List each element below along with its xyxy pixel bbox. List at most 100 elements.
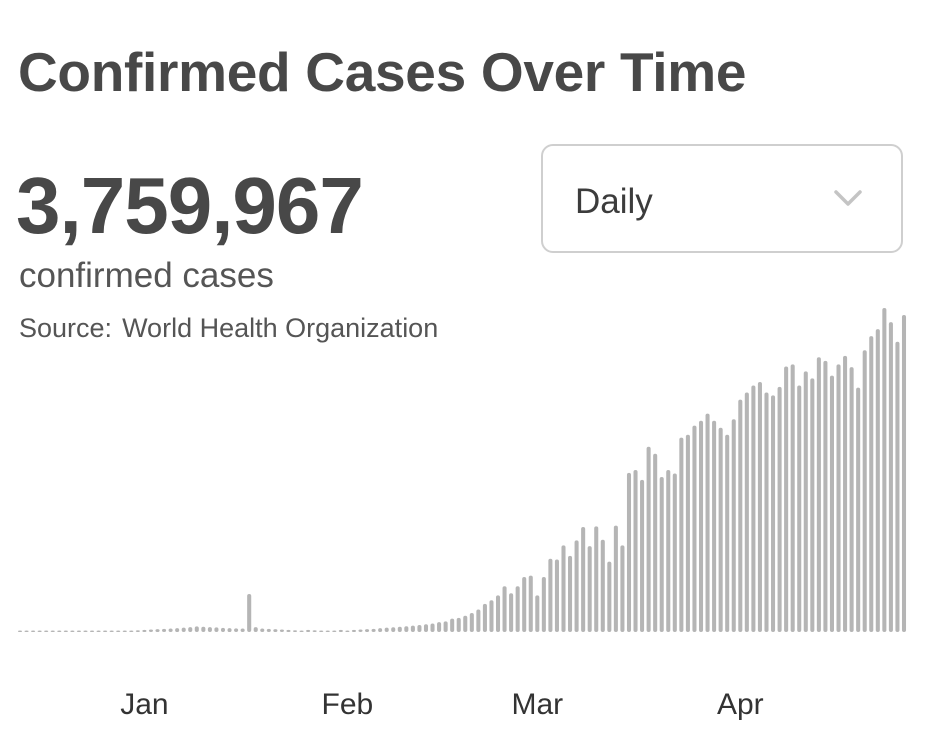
chart-bar [502, 586, 507, 632]
chart-bar [253, 627, 258, 632]
chart-bar [712, 420, 717, 632]
chart-bar [358, 629, 363, 632]
chart-bar [306, 629, 311, 632]
chart-bar [692, 425, 697, 632]
chart-bar [640, 479, 645, 632]
chart-bar [201, 626, 206, 632]
chart-bar [227, 628, 232, 632]
chart-bar [751, 385, 756, 632]
chart-bar [450, 618, 455, 632]
chart-bar [626, 472, 632, 632]
chart-bar [410, 625, 415, 632]
chart-bar [901, 315, 907, 632]
chart-bar [391, 627, 396, 632]
chart-bar [698, 420, 704, 632]
chart-bar [430, 623, 435, 632]
interval-dropdown-value: Daily [575, 182, 653, 221]
chart-bar [312, 630, 317, 632]
chart-bar [142, 629, 147, 632]
chart-bar [705, 413, 710, 632]
chart-bar [286, 629, 291, 632]
chart-bar [816, 357, 821, 632]
chart-bar [725, 434, 730, 632]
source-line: Source: World Health Organization [19, 313, 438, 344]
chart-bar [888, 322, 893, 632]
chart-bar [443, 621, 448, 632]
chart-bar [744, 392, 749, 632]
chart-bar [679, 437, 684, 632]
chart-bar [823, 360, 828, 632]
chart-bar [600, 539, 605, 632]
chart-bar [423, 624, 429, 632]
chart-bar [620, 545, 625, 632]
interval-dropdown[interactable]: Daily [541, 144, 903, 253]
chart-bar [162, 628, 167, 632]
chart-bar [777, 386, 782, 632]
chart-bar [122, 630, 127, 632]
chart-bar [895, 341, 900, 632]
chart-bar [653, 453, 658, 632]
chart-bar [319, 630, 324, 632]
chart-bar [469, 612, 474, 632]
chart-bar [365, 629, 370, 632]
chart-bar [384, 627, 389, 632]
chart-bar [581, 527, 586, 632]
chart-bar [541, 577, 546, 632]
chart-bar [731, 419, 736, 632]
chevron-down-icon [834, 190, 862, 206]
chart-bar [463, 615, 468, 632]
chart-bar [135, 630, 140, 632]
chart-bar [862, 350, 867, 632]
chart-bar [273, 629, 278, 632]
chart-bar [371, 628, 376, 632]
chart-bar [574, 540, 579, 632]
chart-bar [476, 609, 481, 632]
chart-bar [57, 630, 62, 632]
page-title: Confirmed Cases Over Time [18, 41, 747, 103]
chart-bar [129, 630, 134, 632]
chart-bar [168, 628, 173, 632]
chart-bar [279, 629, 284, 632]
chart-bar [260, 628, 265, 632]
x-tick-label: Jan [120, 688, 168, 721]
chart-bar [109, 630, 114, 632]
chart-bar [103, 630, 108, 632]
chart-bar [784, 366, 789, 632]
chart-bar [587, 546, 592, 632]
chart-bar [764, 392, 769, 632]
daily-cases-chart: Jan Feb Mar Apr [17, 308, 907, 721]
chart-bar [594, 526, 599, 632]
chart-bar [633, 470, 638, 632]
chart-bar [522, 577, 527, 632]
x-tick-label: Feb [322, 688, 374, 721]
chart-bar [810, 378, 815, 632]
chart-bar [351, 629, 356, 632]
chart-bar [240, 628, 245, 632]
chart-bar [803, 371, 808, 632]
chart-bar [44, 630, 49, 632]
total-cases-label: confirmed cases [19, 256, 274, 295]
chart-bars [17, 308, 907, 632]
chart-bar [83, 630, 88, 632]
chart-bar [338, 629, 343, 632]
chart-bar [718, 427, 723, 632]
chart-bar [345, 630, 350, 632]
chart-bar [148, 629, 153, 632]
chart-bar [790, 364, 795, 632]
x-axis-ticks: Jan Feb Mar Apr [120, 688, 763, 721]
chart-bar [856, 387, 861, 632]
chart-bar [843, 355, 848, 632]
chart-bar [849, 367, 854, 632]
chart-bar [613, 525, 618, 632]
chart-bar [90, 630, 95, 632]
chart-bar [96, 630, 101, 632]
chart-bar [214, 627, 219, 632]
chart-bar [882, 308, 887, 632]
chart-bar [685, 434, 690, 632]
source-label: Source: [19, 313, 113, 343]
chart-bar [155, 629, 160, 632]
chart-bar [50, 630, 55, 632]
chart-bar [561, 545, 566, 632]
chart-bar [437, 622, 442, 632]
chart-bar [797, 385, 802, 632]
